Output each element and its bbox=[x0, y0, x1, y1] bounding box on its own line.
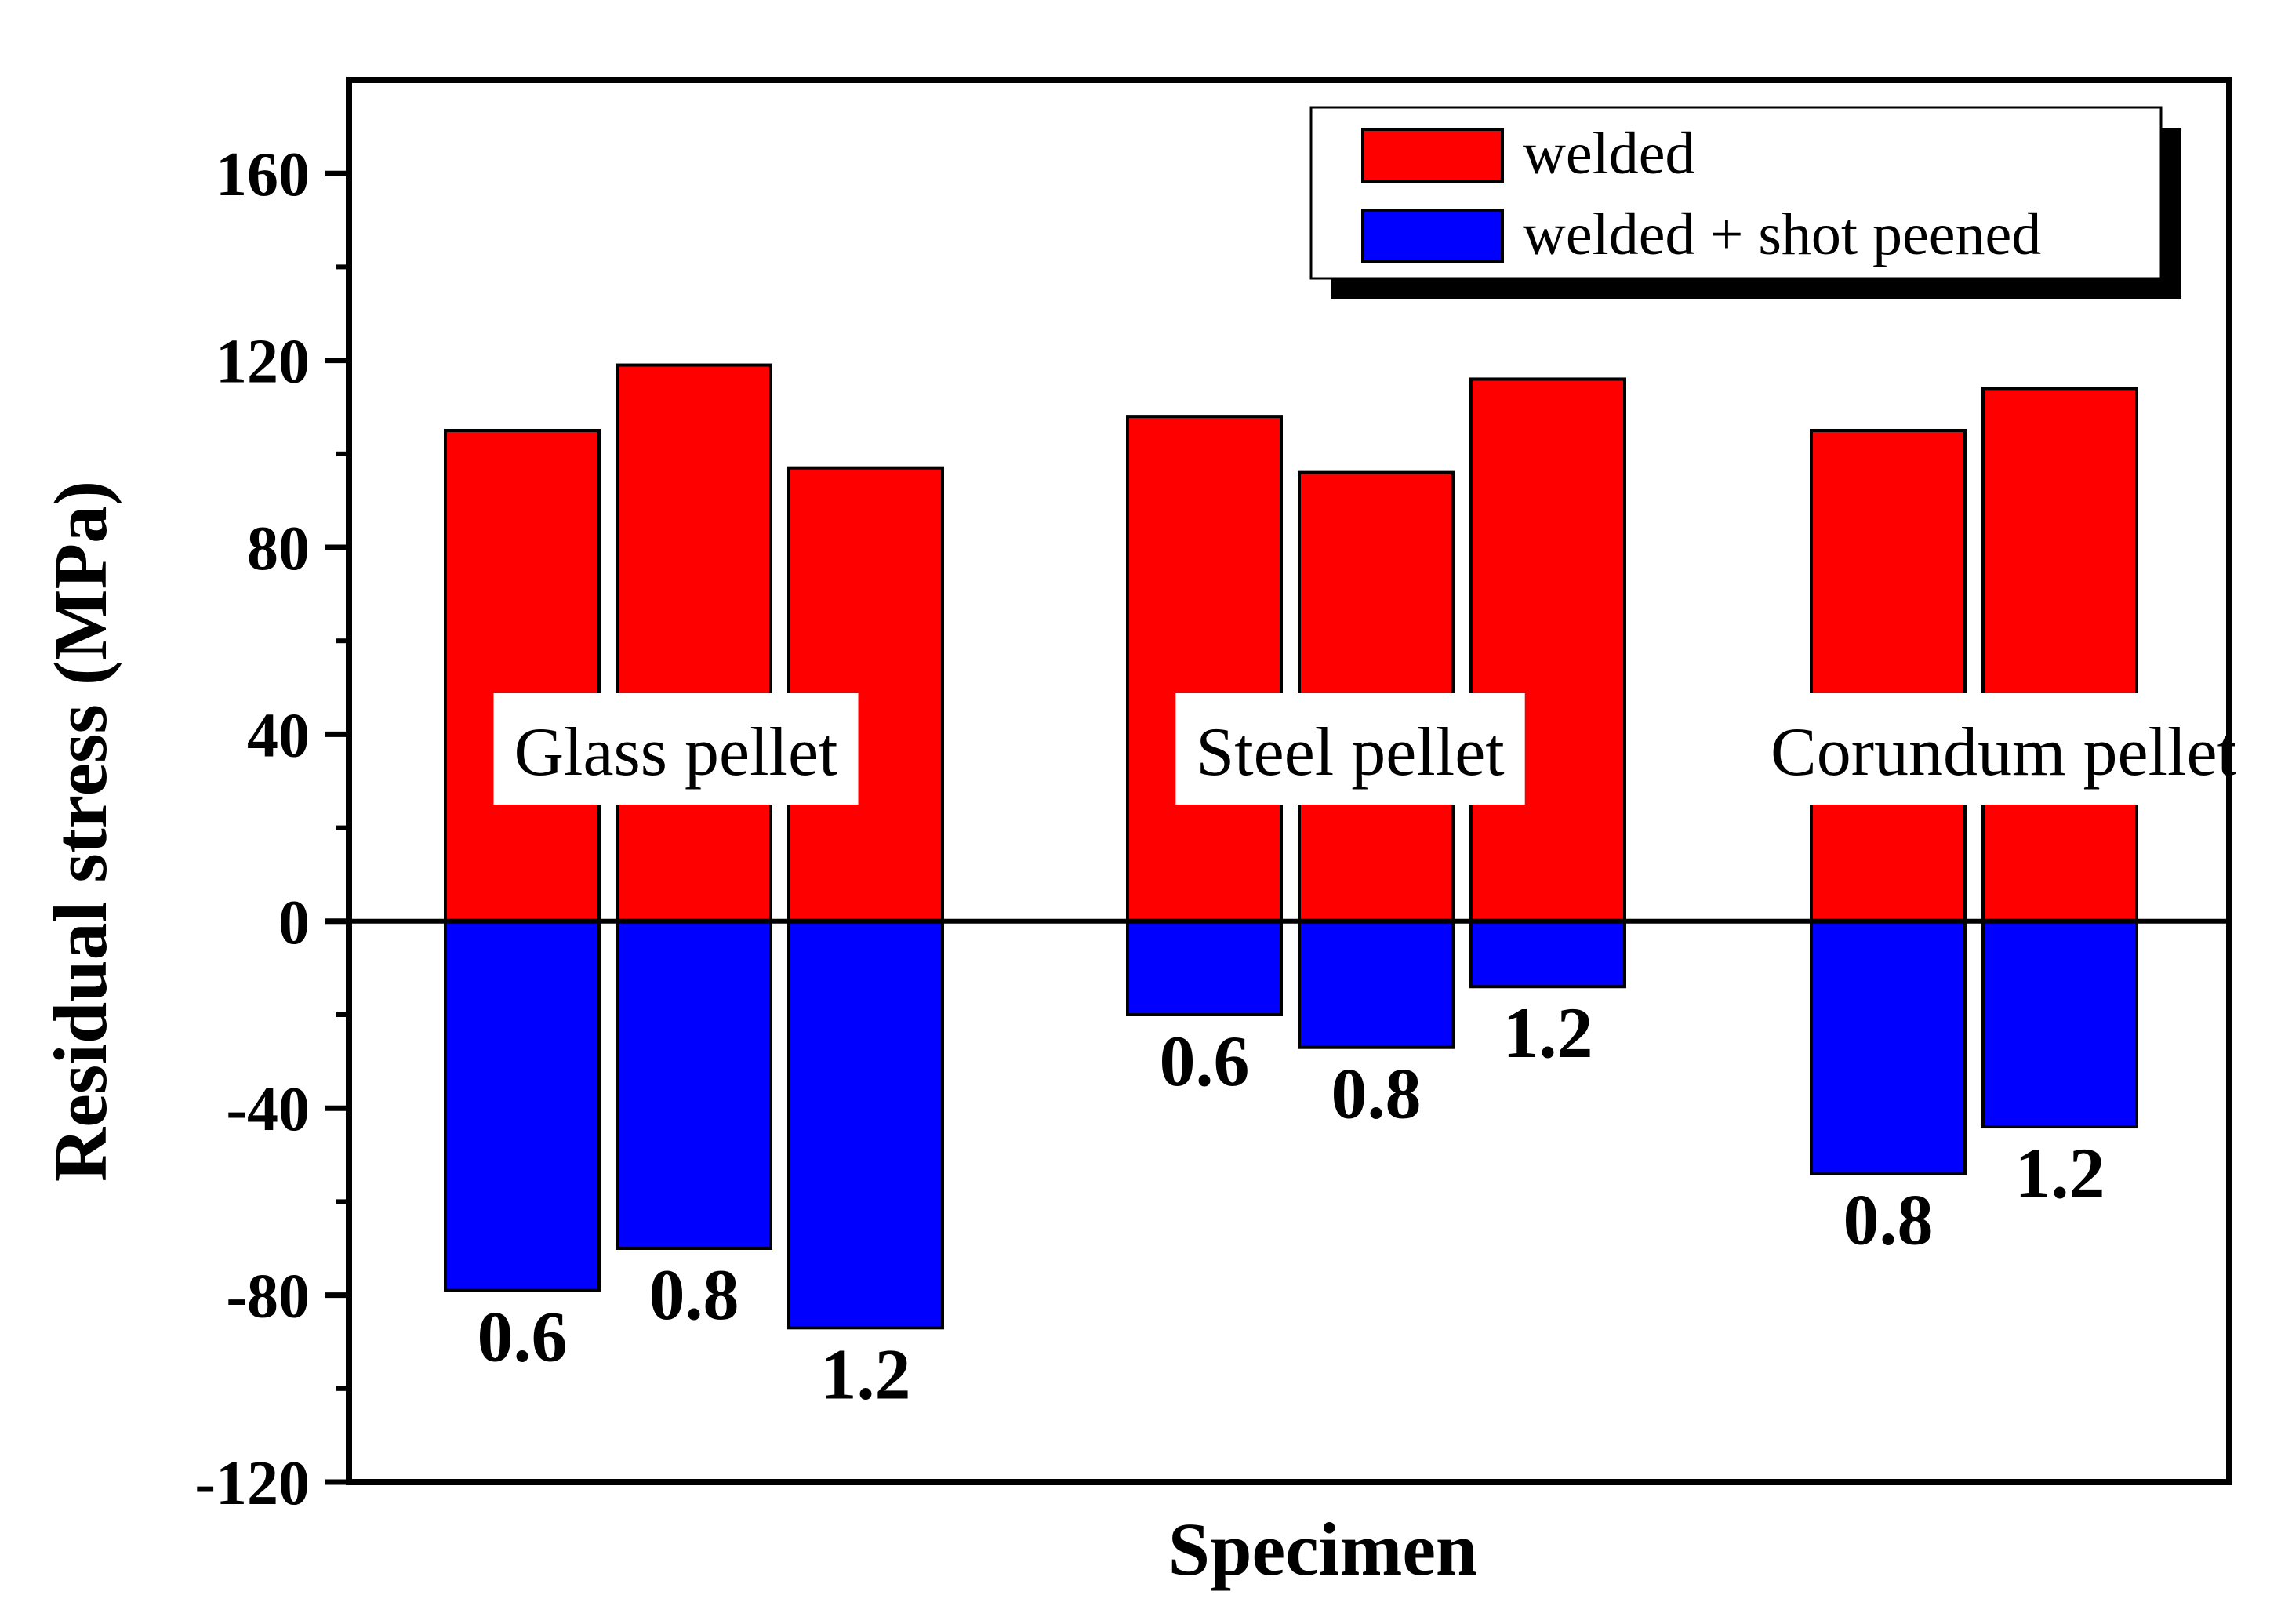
bar-size-label: 1.2 bbox=[2015, 1133, 2105, 1213]
group-label-background bbox=[493, 693, 859, 805]
y-tick-label: -40 bbox=[226, 1075, 310, 1144]
group-label-background bbox=[1750, 693, 2226, 805]
bars-layer bbox=[444, 363, 2138, 1330]
bar-welded-shot-peened bbox=[1126, 919, 1283, 1017]
legend-label: welded + shot peened bbox=[1523, 202, 2041, 267]
y-tick-label: 160 bbox=[216, 140, 310, 209]
bar-welded-shot-peened bbox=[787, 919, 944, 1330]
bar-welded-shot-peened bbox=[1469, 919, 1626, 989]
bar-welded bbox=[616, 363, 772, 923]
bar-size-label: 0.8 bbox=[1843, 1180, 1934, 1260]
y-tick-label: 40 bbox=[247, 701, 310, 770]
bar-welded bbox=[1810, 429, 1967, 923]
y-tick-label: 80 bbox=[247, 514, 310, 583]
legend-swatch bbox=[1361, 128, 1504, 183]
bar-size-label: 0.8 bbox=[649, 1255, 739, 1335]
labels-layer: 0.6 0.8 1.2 Glass pellet 0.6 0.8 1.2 Steel pell… bbox=[478, 693, 2236, 1414]
y-axis-title: Residual stress (MPa) bbox=[38, 481, 122, 1182]
plot-frame bbox=[346, 77, 2232, 1485]
group-label-background bbox=[1175, 693, 1525, 805]
bar-size-label: 1.2 bbox=[821, 1334, 911, 1414]
bar-welded bbox=[1981, 387, 2138, 923]
bar-group-1 bbox=[444, 363, 944, 1330]
y-tick-label: 120 bbox=[216, 328, 310, 397]
legend-swatch bbox=[1361, 209, 1504, 263]
y-tick-label: 0 bbox=[278, 888, 310, 957]
axes-layer: -120 -80 -40 0 40 80 120 160 bbox=[194, 77, 2232, 1518]
bar-welded bbox=[1126, 415, 1283, 923]
bar-welded-shot-peened bbox=[1810, 919, 1967, 1175]
y-tick-label: -120 bbox=[194, 1449, 310, 1518]
group-label: Steel pellet bbox=[1196, 714, 1504, 790]
bar-welded bbox=[444, 429, 601, 923]
x-axis-title: Specimen bbox=[1168, 1507, 1478, 1591]
legend-label: welded bbox=[1523, 121, 1694, 187]
bar-welded-shot-peened bbox=[1981, 919, 2138, 1129]
bar-welded-shot-peened bbox=[616, 919, 772, 1251]
group-label: Corundum pellet bbox=[1771, 714, 2236, 790]
bar-welded-shot-peened bbox=[1298, 919, 1455, 1049]
y-tick-label: -80 bbox=[226, 1263, 310, 1332]
bar-welded bbox=[1469, 377, 1626, 923]
legend: welded welded + shot peened bbox=[1309, 106, 2181, 299]
bar-size-label: 0.6 bbox=[478, 1297, 568, 1377]
group-label: Glass pellet bbox=[514, 714, 837, 790]
bar-welded-shot-peened bbox=[444, 919, 601, 1292]
bar-size-label: 0.8 bbox=[1331, 1054, 1422, 1134]
bar-size-label: 0.6 bbox=[1160, 1021, 1250, 1101]
bar-size-label: 1.2 bbox=[1503, 993, 1593, 1073]
